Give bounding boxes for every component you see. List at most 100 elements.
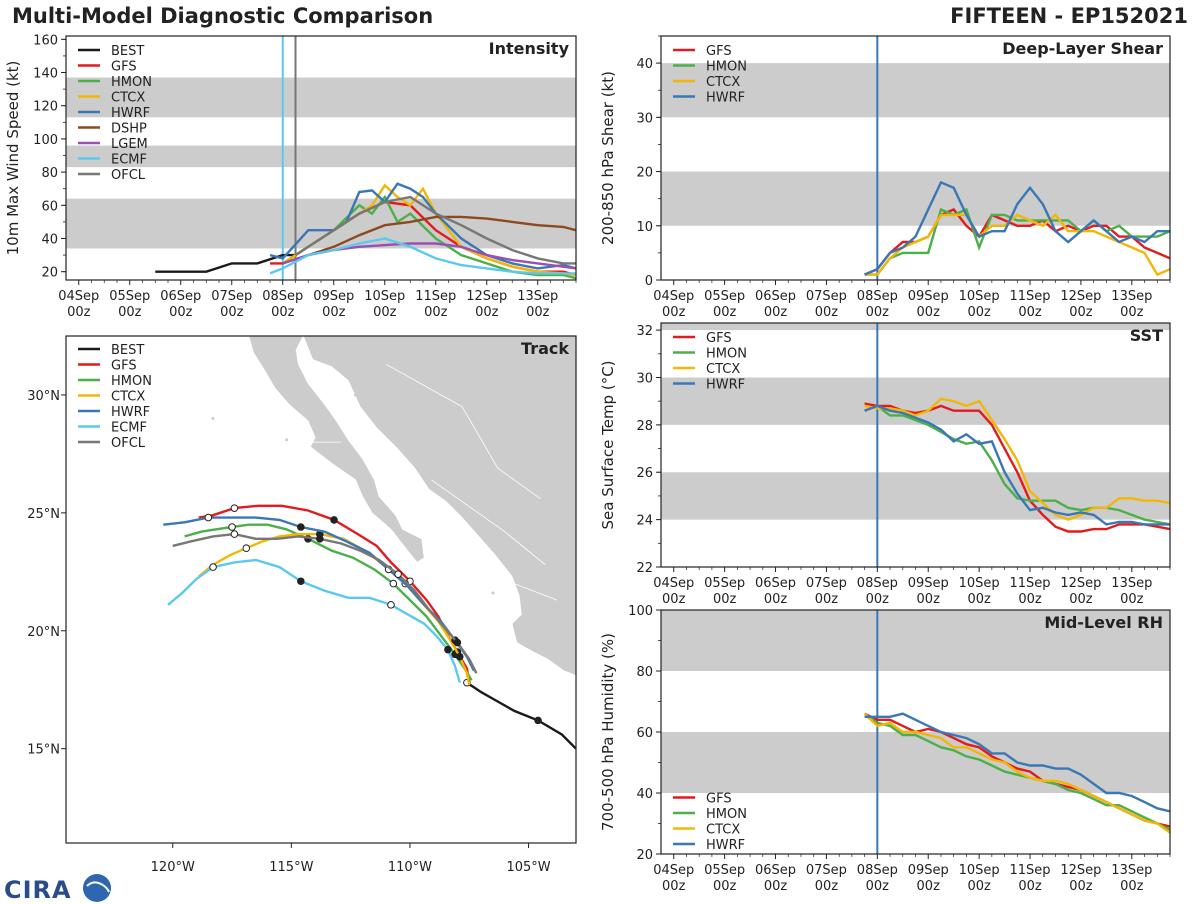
land-mass: [248, 336, 425, 563]
intensity-xtick-label: 00z: [526, 305, 550, 320]
rh-ytick-label: 80: [636, 665, 653, 680]
shear-xtick-label: 00z: [815, 305, 839, 320]
track-point: [297, 577, 305, 586]
page-title: Multi-Model Diagnostic Comparison: [12, 4, 434, 28]
shear-band: [661, 171, 1170, 226]
sst-xtick-label: 09Sep: [908, 576, 949, 591]
intensity-xtick-label: 00z: [118, 305, 142, 320]
track-title: Track: [521, 339, 569, 358]
shear-legend-label: HMON: [706, 60, 747, 75]
track-legend-label: HWRF: [111, 405, 150, 420]
shear-xtick-label: 00z: [764, 305, 788, 320]
intensity-xtick-label: 07Sep: [211, 289, 252, 304]
state-border: [386, 363, 541, 500]
intensity-ytick-label: 60: [41, 199, 58, 214]
shear-legend-label: GFS: [706, 44, 732, 59]
sst-ytick-label: 30: [636, 371, 653, 386]
sst-xtick-label: 13Sep: [1111, 576, 1152, 591]
rh-xtick-label: 00z: [1069, 879, 1093, 894]
island: [211, 417, 215, 421]
shear-xtick-label: 00z: [662, 305, 686, 320]
rh-ytick-label: 100: [628, 604, 653, 619]
rh-xtick-label: 00z: [662, 879, 686, 894]
intensity-xtick-label: 09Sep: [313, 289, 354, 304]
sst-xtick-label: 00z: [967, 592, 991, 607]
intensity-xtick-label: 11Sep: [415, 289, 456, 304]
intensity-ytick-label: 20: [41, 266, 58, 281]
rh-xtick-label: 07Sep: [806, 863, 847, 878]
sst-legend-label: HWRF: [706, 378, 745, 393]
track-point: [230, 530, 239, 538]
sst-xtick-label: 00z: [866, 592, 890, 607]
sst-legend-label: CTCX: [706, 362, 740, 377]
rh-xtick-label: 05Sep: [704, 863, 745, 878]
intensity-legend-label: HMON: [111, 75, 152, 90]
shear-xtick-label: 09Sep: [908, 289, 949, 304]
rh-series-hmon: [863, 712, 1170, 831]
intensity-xtick-label: 00z: [169, 305, 193, 320]
rh-legend-label: HWRF: [706, 838, 745, 853]
shear-ytick-label: 20: [636, 166, 653, 181]
sst-xtick-label: 10Sep: [959, 576, 1000, 591]
track-series-best: [466, 681, 576, 750]
land-mass: [302, 336, 576, 677]
shear-series-hwrf: [864, 180, 1170, 276]
intensity-ytick-label: 120: [33, 100, 58, 115]
track-ytick-label: 15°N: [27, 743, 60, 758]
rh-xtick-label: 00z: [866, 879, 890, 894]
track-point: [316, 535, 324, 543]
cira-logo-text: CIRA: [4, 876, 72, 904]
intensity-legend-label: DSHP: [111, 122, 147, 137]
intensity-legend-label: HWRF: [111, 106, 150, 121]
intensity-xtick-label: 10Sep: [364, 289, 405, 304]
track-point: [534, 716, 542, 725]
track-point: [297, 523, 305, 531]
intensity-xtick-label: 00z: [271, 305, 295, 320]
state-border: [431, 479, 546, 566]
track-legend-label: BEST: [111, 343, 144, 358]
sst-legend-label: GFS: [706, 331, 732, 346]
rh-xtick-label: 00z: [764, 879, 788, 894]
sst-xtick-label: 00z: [1069, 592, 1093, 607]
intensity-xtick-label: 00z: [322, 305, 346, 320]
globe-icon: [82, 874, 111, 902]
state-border: [514, 583, 558, 601]
rh-xtick-label: 12Sep: [1060, 863, 1101, 878]
shear-xtick-label: 05Sep: [704, 289, 745, 304]
track-panel: 120°W 115°W 110°W 105°W 15°N 20°N 25°N 30°N Trac…: [27, 335, 577, 875]
shear-legend-label: CTCX: [706, 75, 740, 90]
intensity-title: Intensity: [489, 39, 570, 58]
intensity-ytick-label: 40: [41, 233, 58, 248]
intensity-ylabel: 10m Max Wind Speed (kt): [4, 61, 22, 256]
rh-xtick-label: 00z: [815, 879, 839, 894]
sst-xtick-label: 06Sep: [755, 576, 796, 591]
sst-title: SST: [1130, 326, 1163, 345]
sst-series-hwrf: [864, 404, 1170, 526]
intensity-band: [66, 198, 576, 249]
rh-xtick-label: 00z: [917, 879, 941, 894]
track-legend-label: OFCL: [111, 436, 146, 451]
rh-legend-label: HMON: [706, 807, 747, 822]
track-point: [455, 652, 464, 661]
track-point: [453, 638, 462, 647]
sst-xtick-label: 00z: [662, 592, 686, 607]
sst-series-gfs: [864, 402, 1170, 533]
rh-xtick-label: 08Sep: [857, 863, 898, 878]
intensity-series-hwrf: [269, 182, 576, 270]
intensity-xtick-label: 00z: [475, 305, 499, 320]
intensity-xtick-label: 12Sep: [466, 289, 507, 304]
intensity-series-ecmf: [269, 237, 576, 275]
rh-xtick-label: 10Sep: [959, 863, 1000, 878]
intensity-legend-label: BEST: [111, 44, 144, 59]
shear-panel: 01020304004Sep00z05Sep00z06Sep00z07Sep00…: [599, 35, 1171, 320]
track-xtick-label: 115°W: [269, 860, 313, 875]
track-point: [230, 504, 239, 512]
track-point: [394, 570, 402, 578]
intensity-legend-label: LGEM: [111, 137, 148, 152]
shear-xtick-label: 06Sep: [755, 289, 796, 304]
track-xtick-label: 110°W: [388, 860, 432, 875]
sst-ytick-label: 22: [636, 561, 653, 576]
shear-xtick-label: 04Sep: [653, 289, 694, 304]
shear-xtick-label: 00z: [1069, 305, 1093, 320]
shear-series-hmon: [864, 207, 1170, 276]
